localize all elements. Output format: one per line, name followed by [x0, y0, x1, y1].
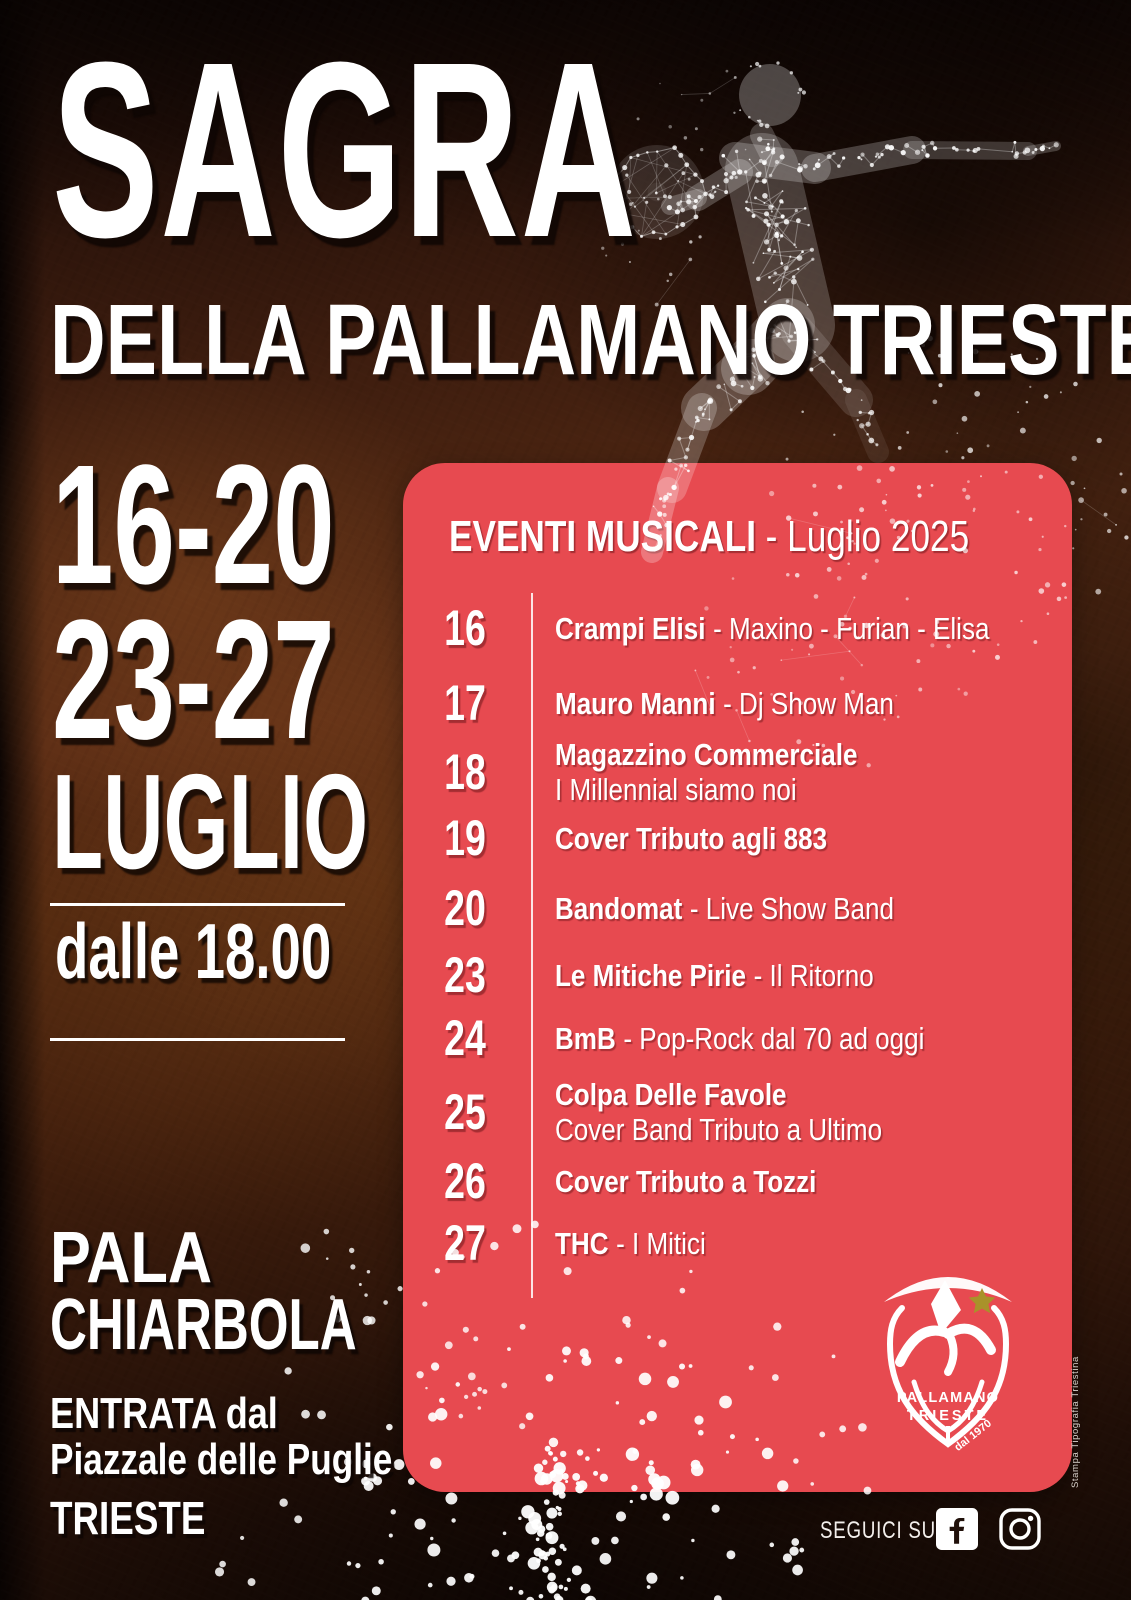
logo-top-arc — [884, 1277, 1012, 1302]
event-row: 26 Cover Tributo a Tozzi — [403, 1149, 1072, 1213]
events-header-title: EVENTI MUSICALI — [449, 512, 757, 561]
event-text: Le Mitiche Pirie - Il Ritorno — [555, 957, 874, 993]
event-text: Cover Tributo a Tozzi — [555, 1163, 817, 1199]
logo-sail — [931, 1280, 961, 1334]
follow-us-label: SEGUICI SU — [820, 1517, 936, 1544]
event-day: 19 — [444, 810, 486, 866]
event-day: 23 — [444, 947, 486, 1003]
logo-crest-outline — [886, 1305, 1010, 1448]
facebook-icon[interactable] — [936, 1508, 978, 1550]
date-range-1: 16-20 — [52, 430, 335, 620]
logo-club-name: PALLAMANO — [897, 1390, 999, 1406]
poster-title: SAGRA — [52, 10, 638, 289]
event-day: 16 — [444, 600, 486, 656]
events-panel-header: EVENTI MUSICALI - Luglio 2025 — [449, 515, 969, 559]
event-row: 25 Colpa Delle Favole Cover Band Tributo … — [403, 1074, 1072, 1150]
city-label: TRIESTE — [50, 1492, 206, 1544]
event-day: 26 — [444, 1153, 486, 1209]
divider-line — [50, 1038, 345, 1041]
event-day: 18 — [444, 744, 486, 800]
event-text: Colpa Delle Favole Cover Band Tributo a U… — [555, 1077, 883, 1147]
poster-subtitle: DELLA PALLAMANO TRIESTE — [50, 284, 1131, 396]
event-text: Magazzino Commerciale I Millennial siamo … — [555, 737, 858, 807]
event-row: 27 THC - I Mitici — [403, 1211, 1072, 1275]
event-text: THC - I Mitici — [555, 1225, 706, 1261]
event-row: 23 Le Mitiche Pirie - Il Ritorno — [403, 943, 1072, 1007]
events-divider-line — [531, 593, 533, 1298]
star-icon — [968, 1288, 996, 1314]
event-text: Mauro Manni - Dj Show Man — [555, 685, 894, 721]
instagram-icon[interactable] — [998, 1507, 1042, 1551]
event-row: 20 Bandomat - Live Show Band — [403, 876, 1072, 940]
event-day: 24 — [444, 1010, 486, 1066]
event-text: BmB - Pop-Rock dal 70 ad oggi — [555, 1020, 925, 1056]
event-day: 25 — [444, 1084, 486, 1140]
venue-name-line1: PALA — [50, 1218, 213, 1298]
printer-credit: Stampa Tipografia Triestina — [1070, 1356, 1081, 1488]
pallamano-trieste-logo: PALLAMANO TRIESTE dal 1970 — [884, 1277, 1012, 1454]
events-panel: EVENTI MUSICALI - Luglio 2025 16 Crampi E… — [403, 463, 1072, 1492]
event-row: 17 Mauro Manni - Dj Show Man — [403, 671, 1072, 735]
event-row: 18 Magazzino Commerciale I Millennial sia… — [403, 734, 1072, 810]
divider-line — [50, 903, 345, 906]
event-text: Crampi Elisi - Maxino - Furian - Elisa — [555, 610, 990, 646]
date-range-2: 23-27 — [52, 585, 335, 775]
event-row: 19 Cover Tributo agli 883 — [403, 806, 1072, 870]
events-header-month: - Luglio 2025 — [765, 512, 970, 561]
event-day: 27 — [444, 1215, 486, 1271]
venue-name-line2: CHIARBOLA — [50, 1285, 357, 1365]
event-day: 20 — [444, 880, 486, 936]
event-text: Cover Tributo agli 883 — [555, 820, 828, 856]
event-text: Bandomat - Live Show Band — [555, 890, 894, 926]
entrance-info-line1: ENTRATA dal — [50, 1389, 278, 1438]
event-day: 17 — [444, 675, 486, 731]
entrance-info-line2: Piazzale delle Puglie — [50, 1435, 393, 1484]
event-row: 16 Crampi Elisi - Maxino - Furian - Elisa — [403, 596, 1072, 660]
event-row: 24 BmB - Pop-Rock dal 70 ad oggi — [403, 1006, 1072, 1070]
month-label: LUGLIO — [52, 746, 369, 897]
start-time: dalle 18.00 — [55, 907, 332, 995]
